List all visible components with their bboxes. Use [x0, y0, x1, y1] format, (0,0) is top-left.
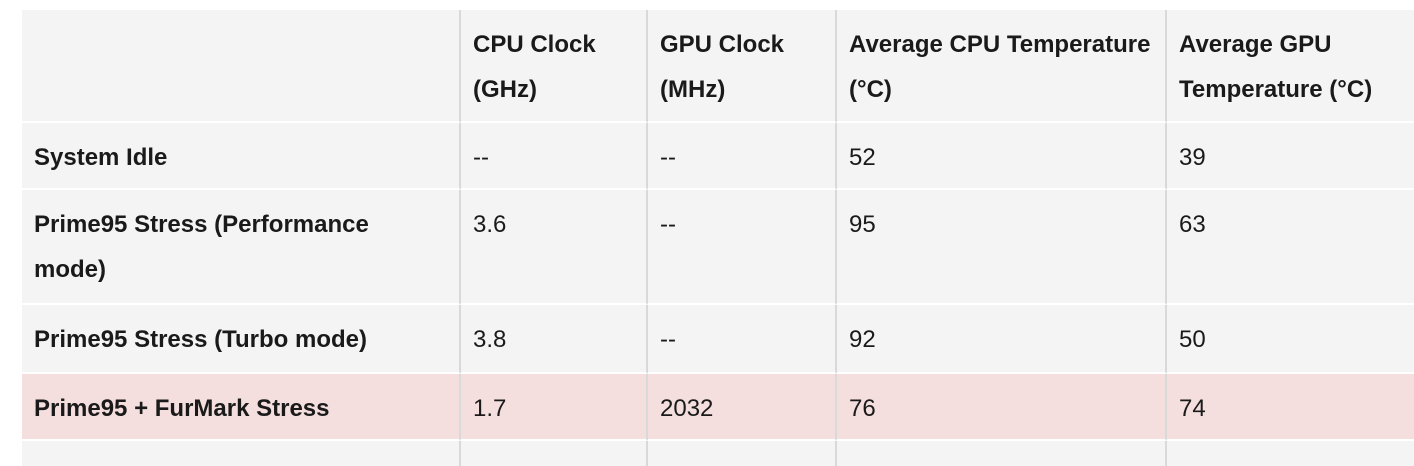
empty-cell [22, 441, 461, 466]
table-cell: 1.7 [461, 374, 648, 441]
table-cell: -- [648, 190, 837, 305]
table-cell: Average GPU Temperature (°C) [1167, 10, 1414, 123]
empty-cell [22, 10, 461, 123]
empty-cell [1167, 441, 1414, 466]
table-cell: -- [648, 305, 837, 374]
table-cell: 74 [1167, 374, 1414, 441]
table-cell: CPU Clock (GHz) [461, 10, 648, 123]
table-cell: 39 [1167, 123, 1414, 190]
table-cell: 3.6 [461, 190, 648, 305]
table-cell: 76 [837, 374, 1167, 441]
table-cell: Prime95 Stress (Performance mode) [22, 190, 461, 305]
table-cell: GPU Clock (MHz) [648, 10, 837, 123]
table-cell: Average CPU Temperature (°C) [837, 10, 1167, 123]
empty-cell [461, 441, 648, 466]
table-cell: 50 [1167, 305, 1414, 374]
table-cell: 52 [837, 123, 1167, 190]
table-cell: 63 [1167, 190, 1414, 305]
table-cell: Prime95 + FurMark Stress [22, 374, 461, 441]
table-cell: Prime95 Stress (Turbo mode) [22, 305, 461, 374]
table-cell: 2032 [648, 374, 837, 441]
table-cell: 92 [837, 305, 1167, 374]
table-cell: -- [461, 123, 648, 190]
table-cell: 95 [837, 190, 1167, 305]
empty-cell [648, 441, 837, 466]
table-cell: System Idle [22, 123, 461, 190]
table-cell: 3.8 [461, 305, 648, 374]
empty-cell [837, 441, 1167, 466]
table-cell: -- [648, 123, 837, 190]
